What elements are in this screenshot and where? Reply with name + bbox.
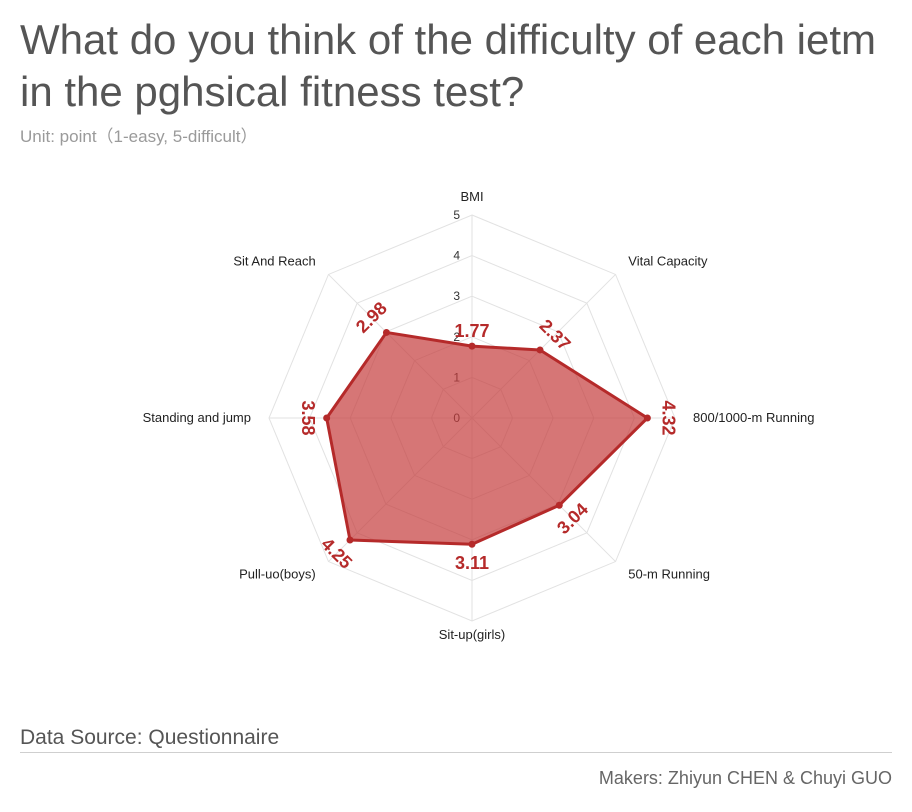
radar-chart: 0123451.772.374.323.043.114.253.582.98BM… bbox=[143, 189, 815, 642]
category-label: BMI bbox=[460, 189, 483, 204]
makers-credit: Makers: Zhiyun CHEN & Chuyi GUO bbox=[598, 768, 892, 788]
data-point bbox=[382, 328, 390, 336]
value-label: 4.32 bbox=[659, 400, 679, 435]
category-label: Sit-up(girls) bbox=[439, 627, 505, 642]
tick-label: 4 bbox=[453, 249, 460, 263]
category-label: Sit And Reach bbox=[233, 254, 315, 269]
value-label: 3.58 bbox=[298, 400, 318, 435]
data-point bbox=[346, 536, 354, 544]
value-label: 3.11 bbox=[455, 553, 489, 573]
data-area bbox=[325, 330, 649, 546]
data-source: Data Source: Questionnaire bbox=[20, 726, 280, 749]
data-point bbox=[323, 414, 331, 422]
category-label: Vital Capacity bbox=[628, 254, 708, 269]
category-label: 50-m Running bbox=[628, 566, 710, 581]
chart-title: What do you think of the difficulty of e… bbox=[20, 16, 877, 115]
tick-label: 5 bbox=[453, 208, 460, 222]
data-point bbox=[468, 342, 476, 350]
category-label: 800/1000-m Running bbox=[693, 410, 814, 425]
tick-label: 2 bbox=[453, 330, 460, 344]
value-label: 1.77 bbox=[454, 321, 489, 341]
data-point bbox=[536, 346, 544, 354]
data-point bbox=[468, 540, 476, 548]
footer-divider bbox=[20, 752, 892, 753]
category-label: Standing and jump bbox=[143, 410, 251, 425]
chart-subtitle: Unit: point（1-easy, 5-difficult） bbox=[20, 127, 258, 146]
data-point bbox=[555, 501, 563, 509]
data-point bbox=[643, 414, 651, 422]
tick-label: 3 bbox=[453, 289, 460, 303]
category-label: Pull-uo(boys) bbox=[239, 566, 316, 581]
